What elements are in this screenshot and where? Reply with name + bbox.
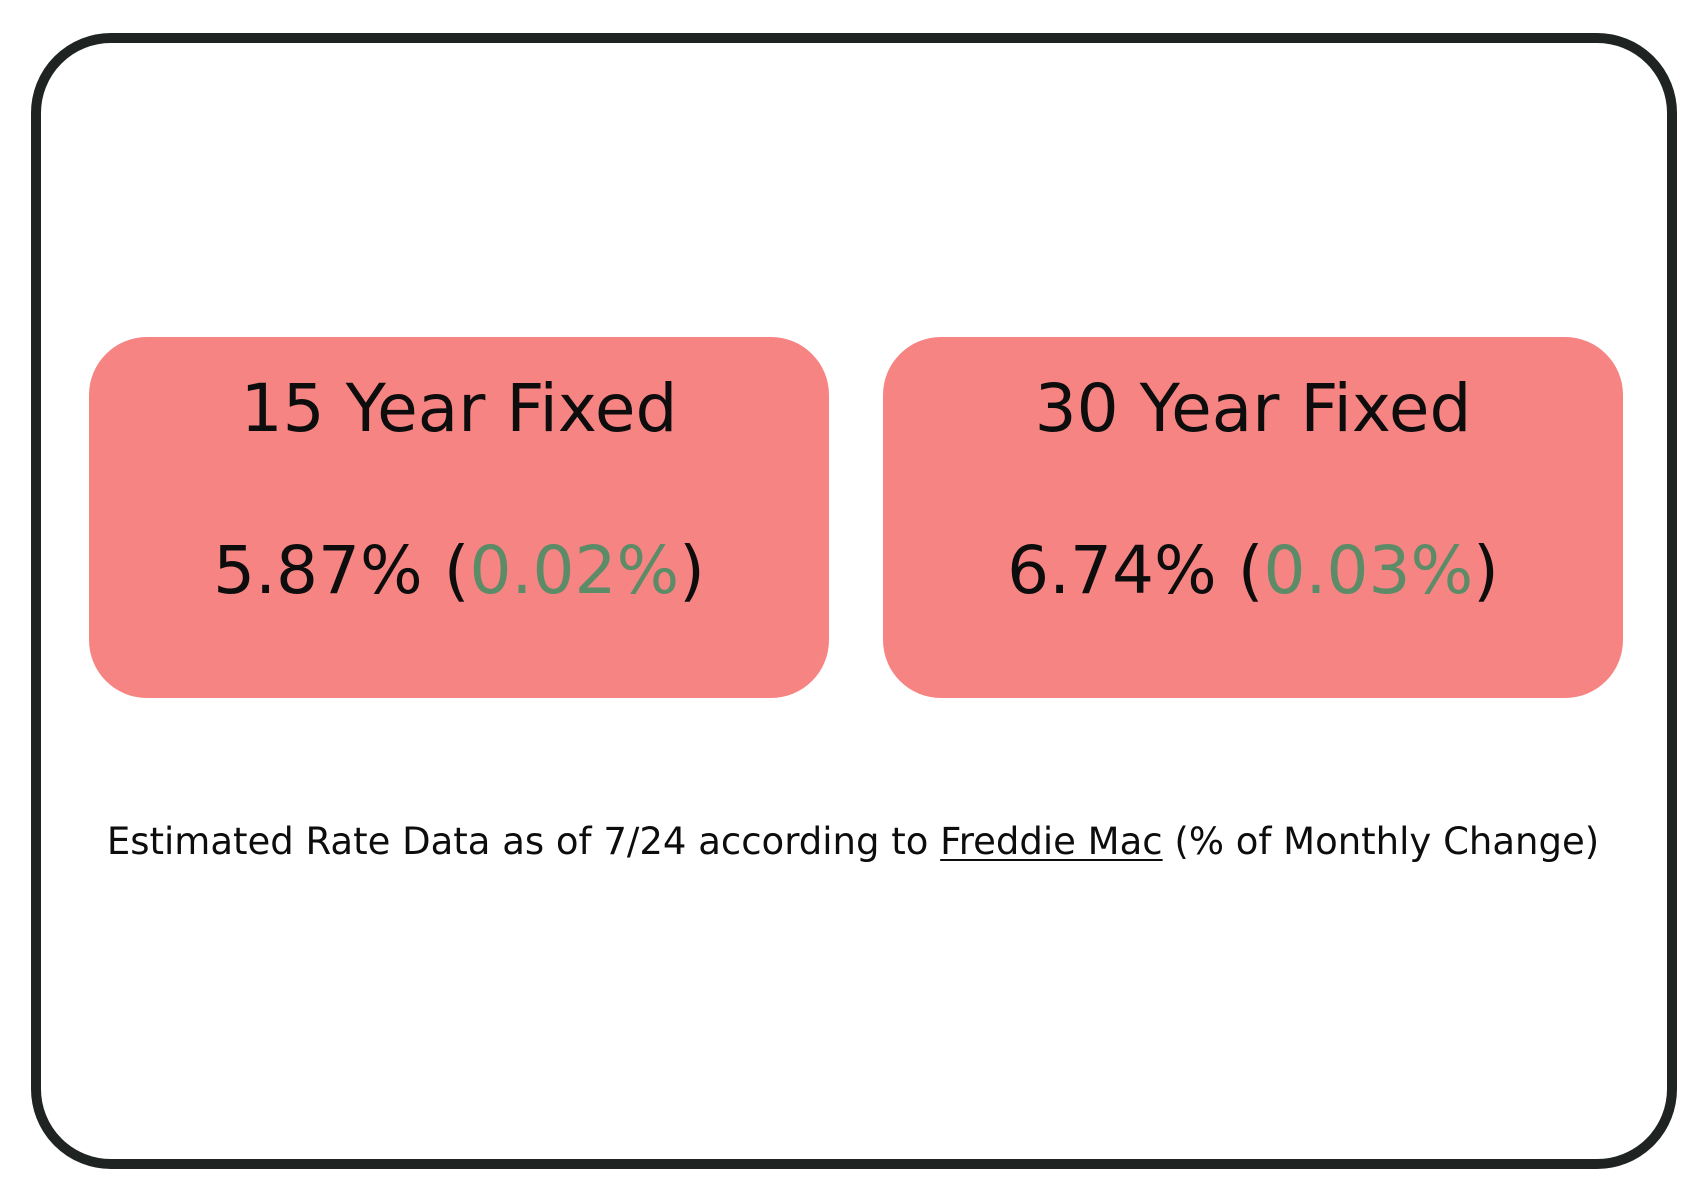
caption-suffix: (% of Monthly Change) bbox=[1174, 820, 1600, 863]
rate-value: 5.87% bbox=[213, 532, 423, 609]
rate-value-line: 5.87% (0.02%) bbox=[213, 532, 705, 609]
rate-card-15-year: 15 Year Fixed 5.87% (0.02%) bbox=[89, 337, 829, 698]
rate-value: 6.74% bbox=[1007, 532, 1217, 609]
freddie-mac-link[interactable]: Freddie Mac bbox=[940, 820, 1163, 863]
rate-card-30-year: 30 Year Fixed 6.74% (0.03%) bbox=[883, 337, 1623, 698]
caption-prefix: Estimated Rate Data as of 7/24 according… bbox=[106, 820, 929, 863]
rate-source-caption: Estimated Rate Data as of 7/24 according… bbox=[0, 820, 1706, 864]
rate-card-title: 30 Year Fixed bbox=[1034, 370, 1472, 447]
rate-value-line: 6.74% (0.03%) bbox=[1007, 532, 1499, 609]
rate-card-title: 15 Year Fixed bbox=[240, 370, 678, 447]
monthly-change-value: 0.03% bbox=[1263, 532, 1474, 609]
monthly-change-value: 0.02% bbox=[469, 532, 680, 609]
